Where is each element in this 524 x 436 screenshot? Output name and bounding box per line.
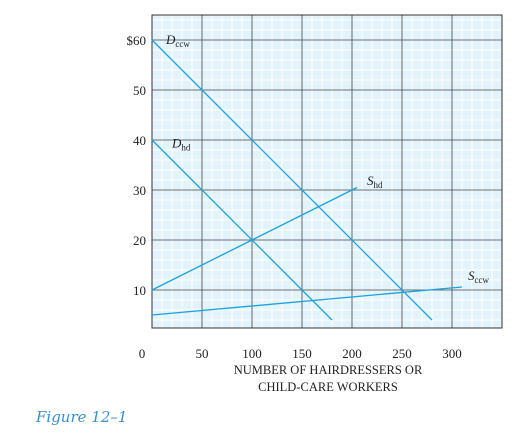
y-tick-label: 50 <box>133 83 146 98</box>
y-tick-label: 20 <box>133 233 146 248</box>
x-tick-label: 200 <box>342 346 362 361</box>
series-line-shd <box>151 186 358 291</box>
series-label-shd: Shd <box>367 173 383 190</box>
y-tick-label: 30 <box>133 183 146 198</box>
x-tick-label: 150 <box>292 346 312 361</box>
x-tick-label: 300 <box>442 346 462 361</box>
axes <box>151 14 503 329</box>
origin-label: 0 <box>139 346 146 361</box>
plot-frame <box>151 14 503 329</box>
plot-area <box>152 15 502 328</box>
series-line-dhd <box>151 139 333 321</box>
y-tick-label: 10 <box>133 283 146 298</box>
series-lines <box>151 39 463 321</box>
x-tick-label: 50 <box>196 346 209 361</box>
y-tick-label: $60 <box>127 33 147 48</box>
series-label-sccw: Sccw <box>468 268 489 285</box>
x-axis-label-line-2: CHILD-CARE WORKERS <box>258 380 398 394</box>
series-line-sccw <box>151 286 463 316</box>
series-label-dhd: Dhd <box>171 136 191 153</box>
x-tick-label: 100 <box>242 346 262 361</box>
grid <box>152 15 502 328</box>
series-line-dccw <box>151 39 433 321</box>
series-labels: Dccw Dhd Shd Sccw <box>165 32 489 285</box>
y-tick-label: 40 <box>133 133 146 148</box>
figure-caption: Figure 12–1 <box>36 408 128 426</box>
series-label-dccw: Dccw <box>165 32 190 49</box>
tick-labels: 10 20 30 40 50 $60 50 100 150 200 250 300 0 <box>127 33 462 361</box>
x-tick-label: 250 <box>392 346 412 361</box>
x-axis-label-line-1: NUMBER OF HAIRDRESSERS OR <box>234 363 423 377</box>
